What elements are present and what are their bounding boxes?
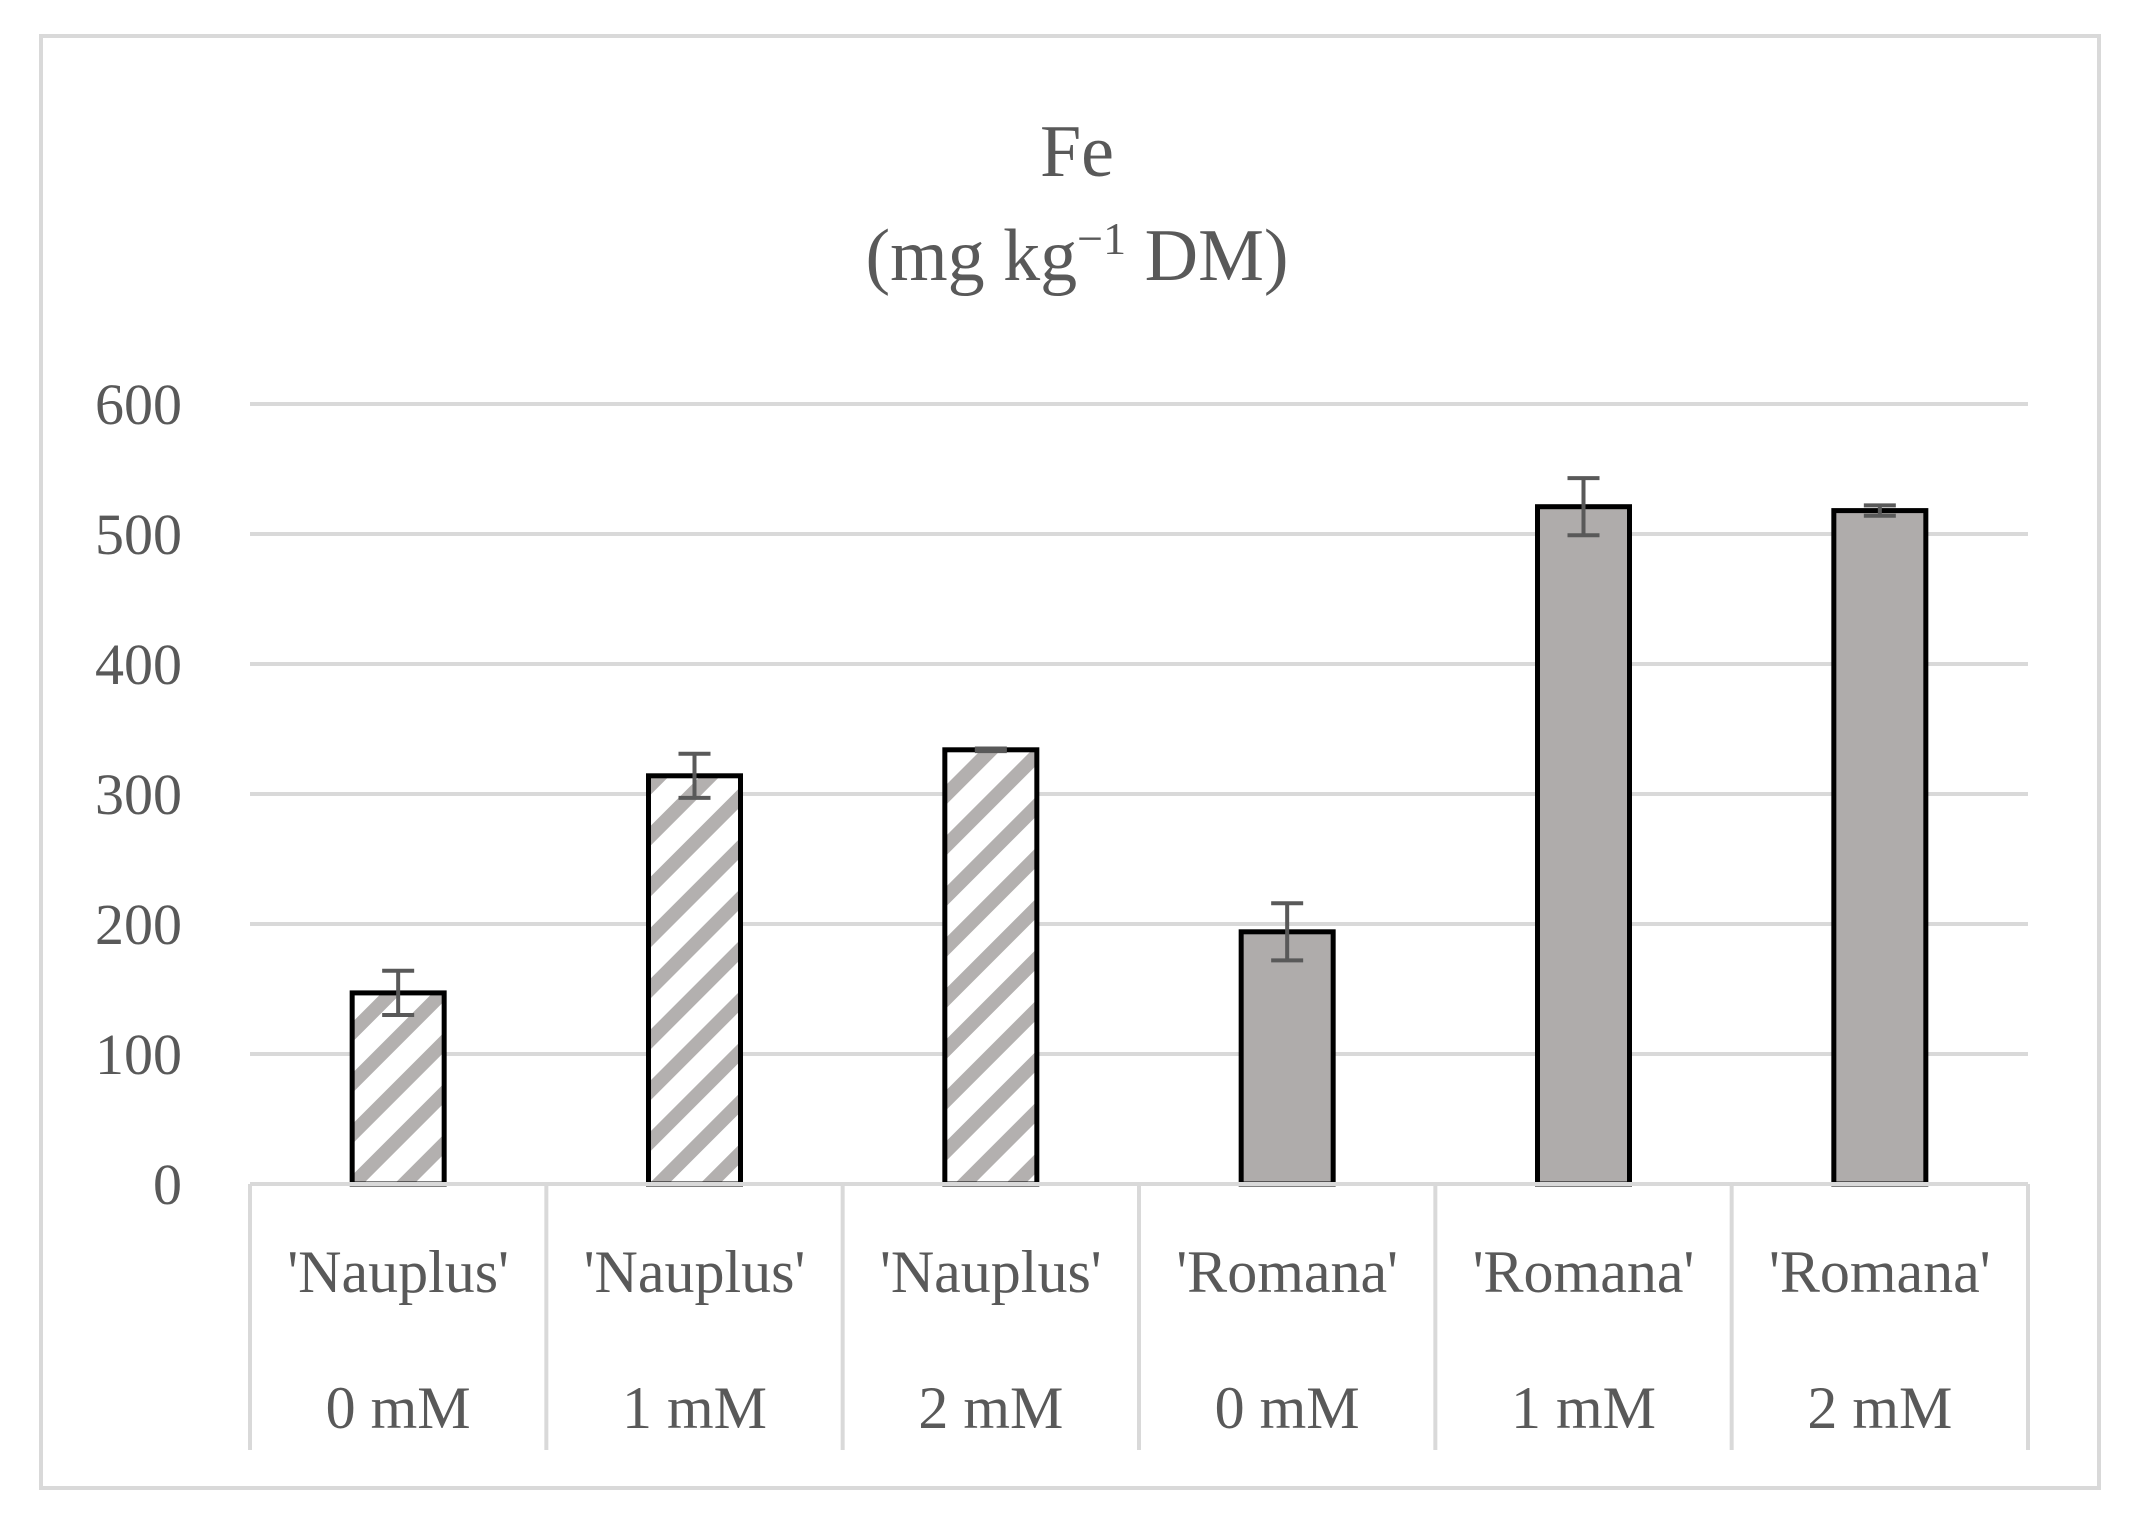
y-tick-label: 0 [153,1152,182,1217]
x-axis: 'Nauplus' 0 mM 'Nauplus' 1 mM 'Nauplus' 2 mM '… [248,1182,2030,1450]
error-bar-4 [1271,901,1304,963]
y-tick-label: 100 [95,1022,182,1087]
error-bars [382,476,1896,1017]
bar-1 [349,990,447,1187]
bar-4 [1238,929,1336,1187]
y-tick-label: 400 [95,632,182,697]
error-bar-5 [1567,476,1600,538]
x-label-cultivar: 'Romana' [1176,1239,1398,1305]
x-label-treatment: 2 mM [1807,1375,1952,1441]
bars [349,504,1929,1187]
error-bar-3 [974,746,1007,754]
y-tick-label: 300 [95,762,182,827]
chart-frame [39,34,2101,1490]
units-prefix: (mg kg [865,215,1077,297]
x-label-treatment: 0 mM [326,1375,471,1441]
x-label-cultivar: 'Romana' [1769,1239,1991,1305]
gridlines [250,402,2028,1056]
y-tick-label: 600 [95,372,182,437]
y-tick-label: 500 [95,502,182,567]
bar-3 [942,747,1040,1187]
x-label-treatment: 1 mM [1511,1375,1656,1441]
x-label-treatment: 2 mM [918,1375,1063,1441]
x-label-treatment: 1 mM [622,1375,767,1441]
y-axis-ticks: 0 100 200 300 400 500 600 [95,372,182,1217]
error-bar-1 [382,968,415,1017]
x-label-cultivar: 'Romana' [1473,1239,1695,1305]
units-superscript: −1 [1077,213,1126,264]
error-bar-6 [1863,503,1896,518]
x-label-cultivar: 'Nauplus' [880,1239,1102,1305]
units-suffix: DM) [1126,215,1288,297]
bar-2 [646,773,743,1187]
chart-subtitle-units: (mg kg−1 DM) [865,213,1288,297]
y-tick-label: 200 [95,892,182,957]
error-bar-2 [678,751,711,800]
x-label-cultivar: 'Nauplus' [584,1239,806,1305]
bar-6 [1831,508,1929,1187]
bar-5 [1535,504,1632,1187]
chart-title: Fe [1040,111,1114,193]
x-label-treatment: 0 mM [1215,1375,1360,1441]
x-label-cultivar: 'Nauplus' [287,1239,509,1305]
